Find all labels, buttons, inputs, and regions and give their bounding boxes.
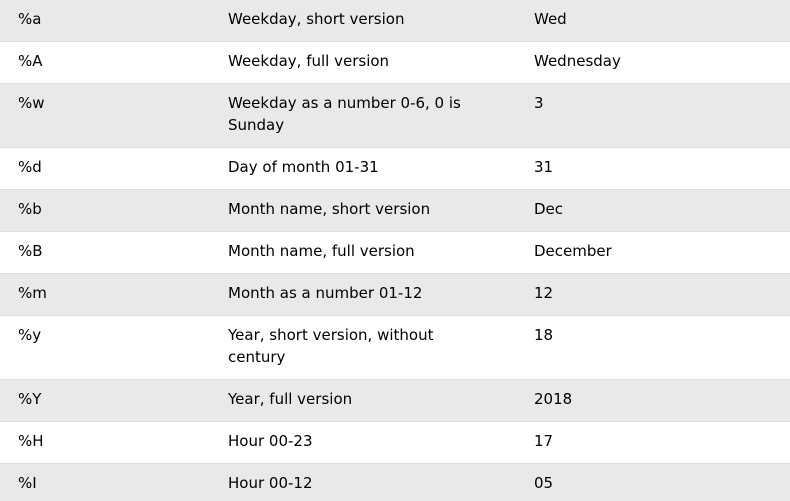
- example-cell: Dec: [534, 200, 564, 218]
- example-cell: 3: [534, 94, 544, 112]
- directive-cell: %b: [18, 200, 42, 218]
- description-cell: Weekday as a number 0-6, 0 is Sunday: [228, 94, 461, 134]
- example-cell: Wed: [534, 10, 567, 28]
- example-cell: 17: [534, 432, 554, 450]
- directive-cell: %I: [18, 474, 37, 492]
- table-row: %m Month as a number 01-12 12: [0, 273, 790, 316]
- description-cell: Weekday, full version: [228, 52, 390, 70]
- table-row: %y Year, short version, without century …: [0, 315, 790, 380]
- directive-cell: %w: [18, 94, 45, 112]
- example-cell: 12: [534, 284, 554, 302]
- description-cell: Month name, full version: [228, 242, 415, 260]
- example-cell: December: [534, 242, 612, 260]
- description-cell: Month name, short version: [228, 200, 431, 218]
- description-cell: Year, short version, without century: [228, 326, 434, 366]
- description-cell: Hour 00-12: [228, 474, 313, 492]
- table-row: %Y Year, full version 2018: [0, 379, 790, 422]
- example-cell: Wednesday: [534, 52, 621, 70]
- example-cell: 2018: [534, 390, 573, 408]
- directive-cell: %Y: [18, 390, 42, 408]
- directive-cell: %y: [18, 326, 42, 344]
- description-cell: Day of month 01-31: [228, 158, 379, 176]
- table-row: %w Weekday as a number 0-6, 0 is Sunday …: [0, 83, 790, 148]
- table-row: %b Month name, short version Dec: [0, 189, 790, 232]
- table-row: %a Weekday, short version Wed: [0, 0, 790, 42]
- table-row: %A Weekday, full version Wednesday: [0, 41, 790, 84]
- directive-cell: %a: [18, 10, 42, 28]
- description-cell: Year, full version: [228, 390, 353, 408]
- example-cell: 31: [534, 158, 554, 176]
- directive-cell: %B: [18, 242, 43, 260]
- table-row: %I Hour 00-12 05: [0, 463, 790, 501]
- table-row: %B Month name, full version December: [0, 231, 790, 274]
- description-cell: Hour 00-23: [228, 432, 313, 450]
- description-cell: Month as a number 01-12: [228, 284, 423, 302]
- directive-cell: %H: [18, 432, 44, 450]
- example-cell: 18: [534, 326, 554, 344]
- description-cell: Weekday, short version: [228, 10, 405, 28]
- directive-cell: %A: [18, 52, 43, 70]
- directive-cell: %d: [18, 158, 42, 176]
- table-row: %H Hour 00-23 17: [0, 421, 790, 464]
- example-cell: 05: [534, 474, 554, 492]
- table-row: %d Day of month 01-31 31: [0, 147, 790, 190]
- directive-cell: %m: [18, 284, 47, 302]
